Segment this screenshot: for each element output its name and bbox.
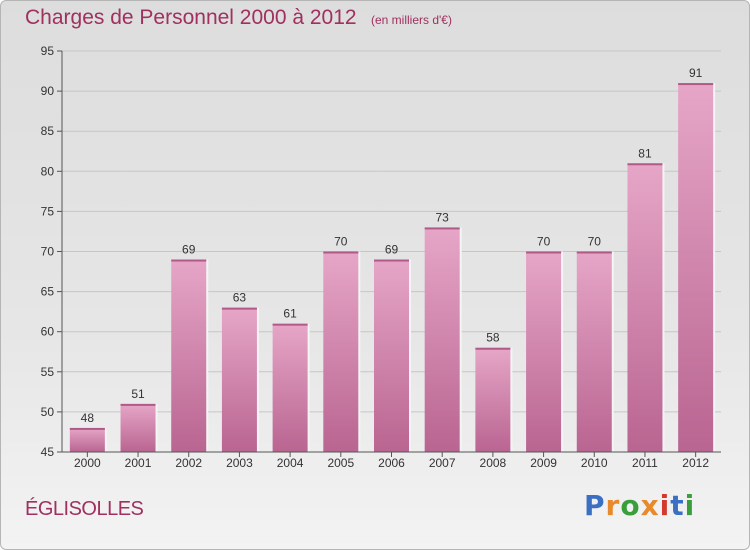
bar-top-edge xyxy=(424,227,460,230)
y-tick-label: 85 xyxy=(41,124,55,138)
bar xyxy=(171,259,207,452)
data-label: 70 xyxy=(537,235,551,249)
bar-top-edge xyxy=(678,83,714,86)
y-axis: 45 50 55 60 65 70 75 80 85 90 95 xyxy=(41,44,63,459)
bar xyxy=(627,163,663,452)
data-label: 61 xyxy=(283,307,297,321)
logo-letter: i xyxy=(684,489,696,522)
data-label: 58 xyxy=(486,331,500,345)
bar xyxy=(475,347,511,452)
x-tick-label: 2011 xyxy=(632,456,658,470)
bar xyxy=(576,251,612,452)
y-tick-label: 70 xyxy=(41,245,55,259)
logo-letter: i xyxy=(659,489,671,522)
y-tick-label: 60 xyxy=(41,325,55,339)
bar xyxy=(374,259,409,452)
bar xyxy=(272,323,308,452)
data-label: 73 xyxy=(436,210,450,224)
x-tick-label: 2007 xyxy=(429,456,456,470)
data-label: 48 xyxy=(81,411,95,425)
commune-name: ÉGLISOLLES xyxy=(25,498,144,520)
bar-top-edge xyxy=(627,163,663,166)
data-label: 70 xyxy=(334,235,348,249)
bar-top-edge xyxy=(69,427,105,430)
data-label: 51 xyxy=(131,387,145,401)
data-label: 69 xyxy=(385,243,399,257)
proxiti-logo[interactable]: Proxiti xyxy=(584,489,695,522)
data-label: 91 xyxy=(689,66,703,80)
bar xyxy=(323,251,359,452)
x-tick-label: 2001 xyxy=(125,456,152,470)
x-tick-label: 2009 xyxy=(530,456,557,470)
bar-top-edge xyxy=(576,251,612,254)
data-label: 70 xyxy=(588,235,602,249)
x-tick-label: 2006 xyxy=(378,456,405,470)
x-tick-label: 2012 xyxy=(682,456,709,470)
chart-title: Charges de Personnel 2000 à 2012 xyxy=(25,6,357,29)
x-tick-label: 2004 xyxy=(277,456,304,470)
y-tick-label: 45 xyxy=(41,445,55,459)
bar-top-edge xyxy=(272,323,308,326)
bar-top-edge xyxy=(475,347,511,350)
y-tick-label: 75 xyxy=(41,204,55,218)
x-tick-label: 2010 xyxy=(581,456,608,470)
bar-top-edge xyxy=(171,259,207,262)
data-label: 81 xyxy=(638,146,652,160)
bar-top-edge xyxy=(221,307,257,310)
x-tick-label: 2008 xyxy=(480,456,507,470)
data-label: 63 xyxy=(233,291,247,305)
data-label: 69 xyxy=(182,243,196,257)
x-tick-label: 2002 xyxy=(175,456,202,470)
bar xyxy=(526,251,562,452)
y-tick-label: 50 xyxy=(41,405,55,419)
logo-letter: x xyxy=(640,489,660,522)
x-tick-label: 2005 xyxy=(327,456,354,470)
bar-top-edge xyxy=(526,251,562,254)
bar xyxy=(678,83,714,452)
y-tick-label: 80 xyxy=(41,164,55,178)
chart-subtitle: (en milliers d'€) xyxy=(371,13,452,27)
logo-letter: o xyxy=(620,489,641,522)
y-tick-label: 90 xyxy=(41,84,55,98)
bar xyxy=(120,403,156,452)
bar-top-edge xyxy=(374,259,409,262)
logo-letter: P xyxy=(584,489,606,522)
bars: 48 51 69 63 61 70 69 73 58 70 70 81 91 xyxy=(69,66,716,452)
bar-top-edge xyxy=(120,403,156,406)
y-tick-label: 55 xyxy=(41,365,55,379)
x-tick-label: 2000 xyxy=(74,456,101,470)
bar xyxy=(424,227,460,452)
x-tick-label: 2003 xyxy=(226,456,253,470)
bar xyxy=(69,427,105,452)
y-tick-label: 65 xyxy=(41,285,55,299)
y-tick-label: 95 xyxy=(41,44,55,58)
logo-letter: t xyxy=(670,489,685,522)
logo-letter: r xyxy=(605,489,621,522)
bar xyxy=(221,307,257,452)
x-axis: 2000 2001 2002 2003 2004 2005 2006 2007 2008 2009… xyxy=(62,451,721,470)
bar-top-edge xyxy=(323,251,359,254)
